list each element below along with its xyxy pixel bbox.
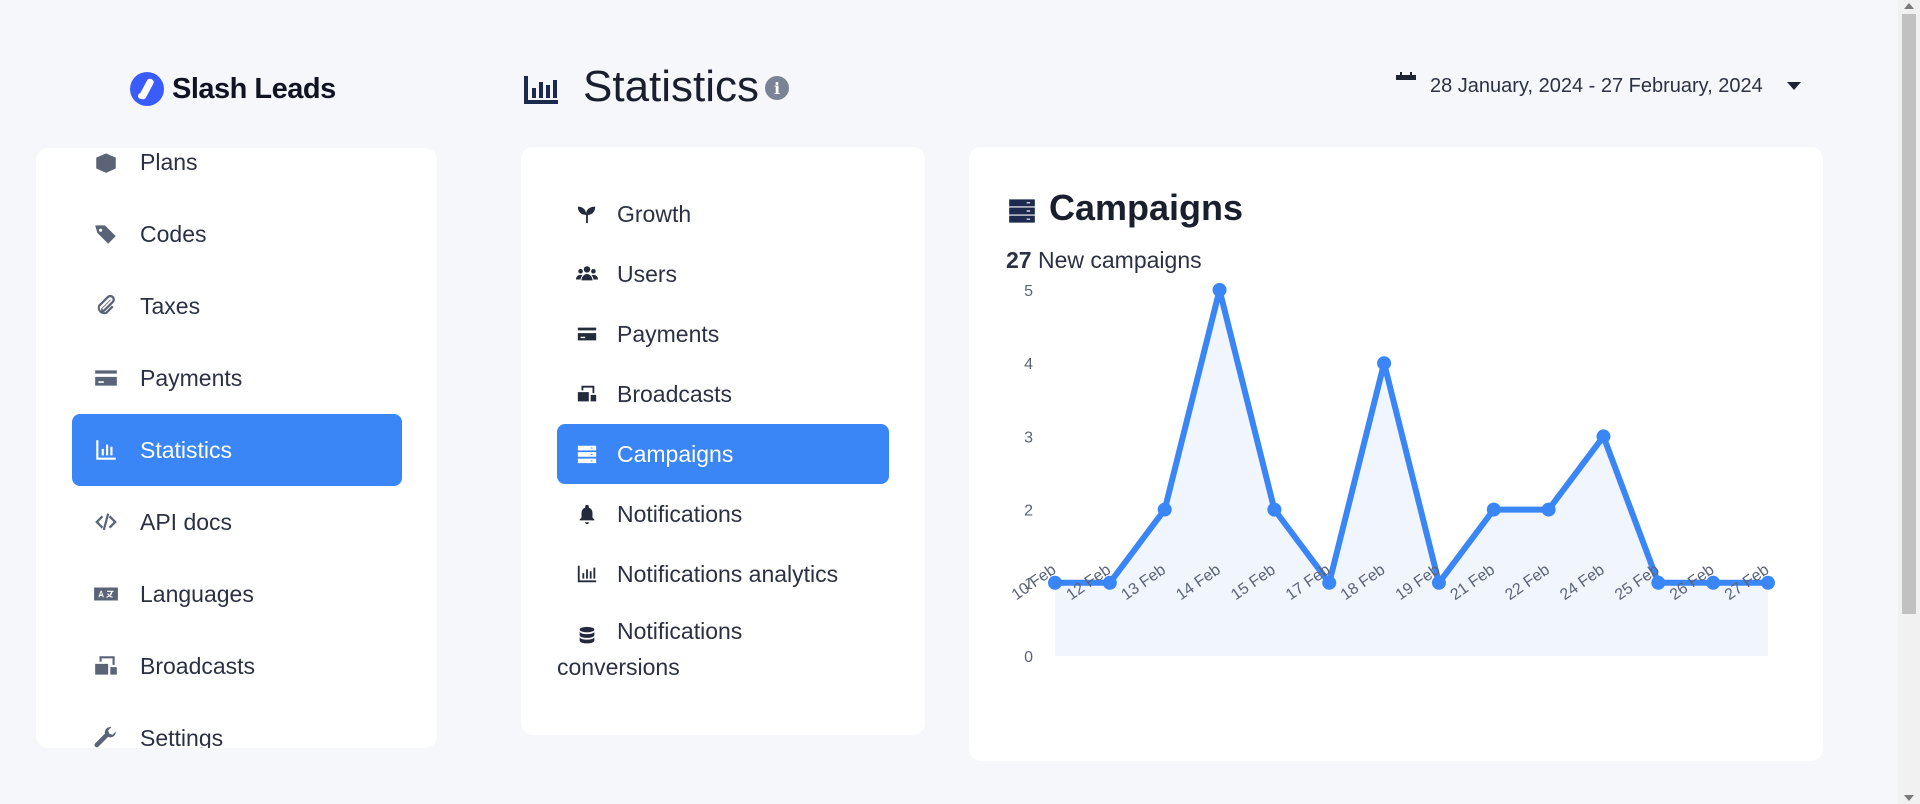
sidebar-item-label: Plans <box>140 148 198 175</box>
chevron-down-icon <box>1786 82 1801 90</box>
credit-card-icon <box>72 365 140 391</box>
subnav-item-users[interactable]: Users <box>557 244 889 304</box>
chart-y-tick-label: 3 <box>1024 429 1033 446</box>
users-icon <box>557 263 617 285</box>
code-icon <box>72 509 140 535</box>
scroll-down-icon[interactable] <box>1904 795 1914 801</box>
chart-point <box>1102 575 1117 590</box>
subnav-item-label: Payments <box>617 320 720 347</box>
paperclip-icon <box>72 293 140 319</box>
statistics-subnav: Growth Users Payments Broadcasts Campaig… <box>521 147 925 735</box>
credit-card-icon <box>557 323 617 345</box>
subnav-item-campaigns[interactable]: Campaigns <box>557 424 889 484</box>
page-scrollbar[interactable] <box>1898 0 1920 804</box>
chart-point <box>1431 575 1446 590</box>
chart-point <box>1212 283 1227 297</box>
main-sidebar: Plans Codes Taxes Payments Statistics AP… <box>36 148 437 748</box>
mail-bulk-icon <box>72 653 140 679</box>
subnav-item-notifications-analytics[interactable]: Notifications analytics <box>557 544 889 604</box>
calendar-icon <box>1396 72 1416 100</box>
box-icon <box>72 149 140 175</box>
sidebar-item-api-docs[interactable]: API docs <box>72 486 402 558</box>
chart-point <box>1048 575 1062 590</box>
date-range-label: 28 January, 2024 - 27 February, 2024 <box>1430 74 1763 97</box>
subnav-item-label: Notifications <box>617 500 743 527</box>
sidebar-item-label: Payments <box>140 364 243 391</box>
date-range-picker[interactable]: 28 January, 2024 - 27 February, 2024 <box>1396 72 1801 100</box>
bar-chart-icon <box>557 563 617 585</box>
subnav-item-label: Growth <box>617 200 692 227</box>
campaigns-card: Campaigns 27 New campaigns 0 1 2 3 4 5 10 Feb 1… <box>969 147 1823 761</box>
sidebar-item-settings[interactable]: Settings <box>72 702 402 748</box>
language-icon <box>72 581 140 607</box>
chart-point <box>1322 575 1337 590</box>
sidebar-item-label: Statistics <box>140 436 233 463</box>
chart-y-tick-label: 2 <box>1024 503 1033 520</box>
mail-bulk-icon <box>557 383 617 405</box>
sidebar-item-label: Settings <box>140 724 224 749</box>
subnav-item-label: Notifications conversions <box>557 618 743 680</box>
sidebar-item-plans[interactable]: Plans <box>72 148 402 198</box>
subnav-item-notifications[interactable]: Notifications <box>557 484 889 544</box>
sidebar-item-label: Taxes <box>140 292 201 319</box>
chart-point <box>1377 356 1392 371</box>
subnav-item-payments[interactable]: Payments <box>557 304 889 364</box>
chart-y-tick-label: 1 <box>1024 576 1033 593</box>
tags-icon <box>72 221 140 247</box>
chart-point <box>1761 575 1775 590</box>
chart-point <box>1267 502 1282 517</box>
chart-point <box>1486 502 1501 517</box>
sidebar-item-label: Languages <box>140 580 254 607</box>
sidebar-item-broadcasts[interactable]: Broadcasts <box>72 630 402 702</box>
sidebar-item-label: Codes <box>140 220 207 247</box>
sidebar-item-languages[interactable]: Languages <box>72 558 402 630</box>
info-icon[interactable]: i <box>765 76 789 100</box>
subnav-item-growth[interactable]: Growth <box>557 184 889 244</box>
brand-name: Slash Leads <box>172 72 336 105</box>
bell-icon <box>557 503 617 525</box>
sidebar-item-codes[interactable]: Codes <box>72 198 402 270</box>
slash-logo-icon <box>130 72 164 106</box>
sidebar-item-label: Broadcasts <box>140 652 256 679</box>
chart-point <box>1541 502 1556 517</box>
chart-point <box>1706 575 1721 590</box>
brand-logo[interactable]: Slash Leads <box>130 72 336 106</box>
sidebar-item-statistics[interactable]: Statistics <box>72 414 402 486</box>
new-campaigns-count: 27 New campaigns <box>1006 247 1202 274</box>
wrench-icon <box>72 725 140 748</box>
sidebar-item-taxes[interactable]: Taxes <box>72 270 402 342</box>
scroll-up-icon[interactable] <box>1904 3 1914 9</box>
chart-y-tick-label: 0 <box>1024 649 1033 666</box>
subnav-item-label: Campaigns <box>617 440 734 467</box>
card-title: Campaigns <box>1049 187 1244 228</box>
database-icon <box>557 625 617 647</box>
subnav-item-label: Users <box>617 260 678 287</box>
subnav-item-notifications-conversions[interactable]: Notifications conversions <box>557 609 889 689</box>
chart-point <box>1157 502 1172 517</box>
chart-series-line <box>1055 287 1768 586</box>
subnav-item-label: Notifications analytics <box>617 560 839 587</box>
server-icon <box>1008 197 1036 225</box>
count-value: 27 <box>1006 247 1032 273</box>
chart-point <box>1596 429 1611 444</box>
bar-chart-icon <box>72 437 140 463</box>
bar-chart-icon <box>524 76 558 104</box>
server-icon <box>557 443 617 465</box>
scroll-thumb[interactable] <box>1902 14 1916 614</box>
seedling-icon <box>557 203 617 225</box>
subnav-item-label: Broadcasts <box>617 380 733 407</box>
chart-point <box>1651 575 1666 590</box>
chart-y-tick-label: 5 <box>1024 283 1033 300</box>
page-title: Statistics <box>583 62 760 111</box>
chart-y-tick-label: 4 <box>1024 356 1033 373</box>
sidebar-item-label: API docs <box>140 508 233 535</box>
sidebar-item-payments[interactable]: Payments <box>72 342 402 414</box>
subnav-item-broadcasts[interactable]: Broadcasts <box>557 364 889 424</box>
count-label: New campaigns <box>1037 247 1202 273</box>
